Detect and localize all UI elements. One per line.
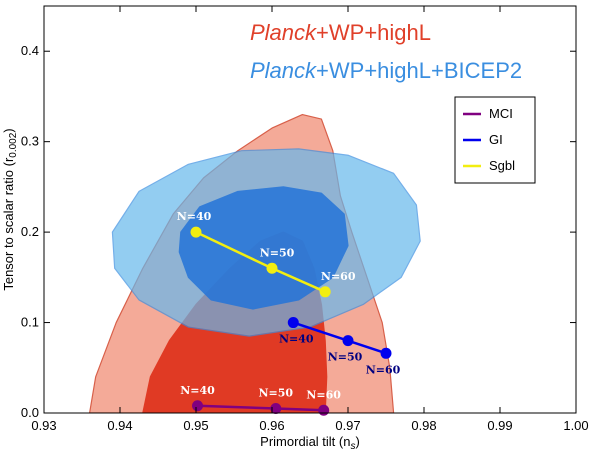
x-tick-label: 1.00 bbox=[563, 418, 588, 433]
data-point-gi bbox=[342, 335, 354, 347]
y-tick-label: 0.1 bbox=[21, 315, 39, 330]
point-label-sgbl: N=50 bbox=[260, 246, 295, 259]
x-tick-label: 0.94 bbox=[107, 418, 132, 433]
y-tick-label: 0.4 bbox=[21, 43, 39, 58]
x-tick-label: 0.97 bbox=[335, 418, 360, 433]
point-label-layer: N=40 N=50 N=60N=40N=50N=60N=40N=50N=60 bbox=[177, 210, 401, 401]
series-layer bbox=[190, 226, 392, 416]
point-label-mci: N=60 bbox=[306, 388, 341, 401]
title-line-1-rest: +WP+highL bbox=[316, 20, 431, 45]
y-axis-label-sub: 0.002 bbox=[8, 132, 19, 157]
y-tick-label: 0.3 bbox=[21, 134, 39, 149]
point-label-sgbl: N=60 bbox=[321, 270, 356, 283]
point-label-mci: N=40 bbox=[180, 384, 215, 397]
legend-label-gi: GI bbox=[489, 132, 503, 147]
data-point-mci bbox=[192, 400, 204, 412]
data-point-mci bbox=[318, 404, 330, 416]
point-label-gi: N=40 bbox=[279, 333, 314, 346]
contour-layer bbox=[89, 113, 421, 413]
title-line-2-rest: +WP+highL+BICEP2 bbox=[316, 58, 522, 83]
x-axis-label-main: Primordial tilt (n bbox=[260, 434, 350, 449]
y-tick-label: 0.0 bbox=[21, 405, 39, 420]
tick-layer: 0.93 0.94 0.95 0.96 0.97 0.98 0.99 1.00 0.0 0.1 0.… bbox=[21, 6, 589, 433]
data-point-mci bbox=[270, 402, 282, 414]
x-axis-label: Primordial tilt (ns) bbox=[260, 434, 360, 452]
legend-label-sgbl: Sgbl bbox=[489, 158, 515, 173]
x-tick-label: 0.95 bbox=[183, 418, 208, 433]
title-line-1-italic: Planck bbox=[250, 20, 317, 45]
data-point-gi bbox=[287, 317, 299, 329]
x-axis-label-end: ) bbox=[355, 434, 359, 449]
y-axis-label-end: ) bbox=[1, 128, 16, 132]
legend: MCI GI Sgbl bbox=[454, 96, 536, 184]
y-tick-label: 0.2 bbox=[21, 224, 39, 239]
point-label-gi: N=50 bbox=[328, 351, 363, 364]
title-line-2: Planck+WP+highL+BICEP2 bbox=[250, 58, 522, 83]
y-axis-label: Tensor to scalar ratio (r0.002) bbox=[1, 128, 19, 290]
y-axis-label-main: Tensor to scalar ratio (r bbox=[1, 157, 16, 291]
x-axis-label-sub: s bbox=[350, 441, 355, 452]
x-tick-label: 0.93 bbox=[31, 418, 56, 433]
x-tick-label: 0.98 bbox=[411, 418, 436, 433]
title-line-2-italic: Planck bbox=[250, 58, 317, 83]
legend-label-mci: MCI bbox=[489, 106, 513, 121]
data-point-sgbl bbox=[266, 262, 278, 274]
plot-frame bbox=[43, 5, 577, 414]
data-point-sgbl bbox=[319, 286, 331, 298]
data-point-sgbl bbox=[190, 226, 202, 238]
x-tick-label: 0.99 bbox=[487, 418, 512, 433]
data-point-gi bbox=[380, 347, 392, 359]
title-line-1: Planck+WP+highL bbox=[250, 20, 431, 45]
point-label-mci: N=50 bbox=[259, 386, 294, 399]
chart-title: Planck+WP+highL Planck+WP+highL+BICEP2 bbox=[250, 20, 522, 83]
point-label-gi: N=60 bbox=[366, 363, 401, 376]
x-tick-label: 0.96 bbox=[259, 418, 284, 433]
contour-4 bbox=[178, 186, 349, 310]
point-label-sgbl: N=40 bbox=[177, 210, 212, 223]
